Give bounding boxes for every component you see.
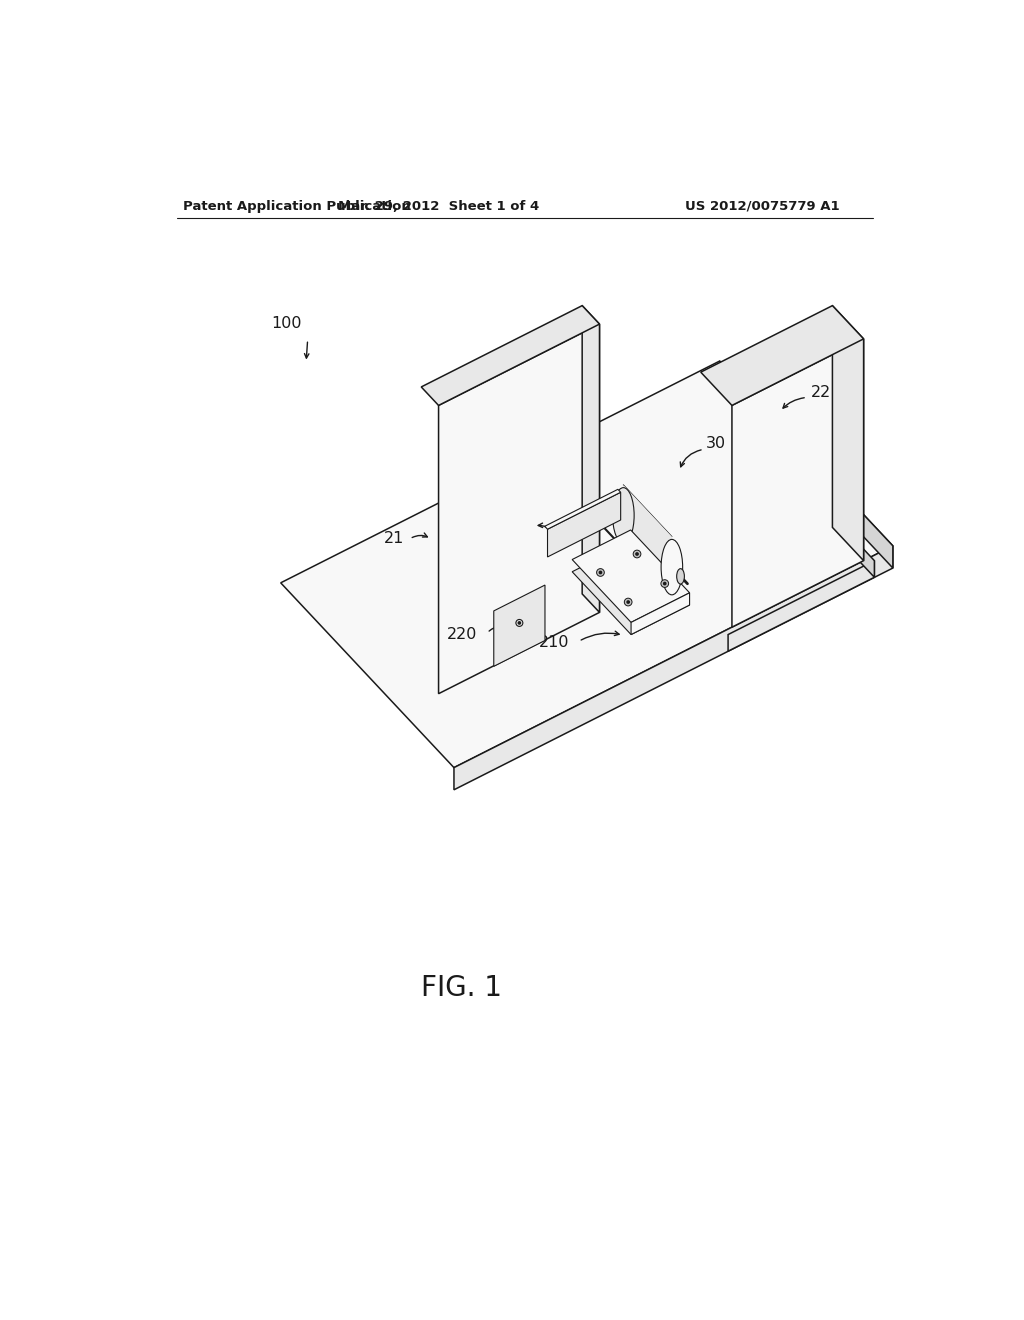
Polygon shape (494, 585, 545, 667)
Polygon shape (545, 490, 621, 529)
Polygon shape (454, 546, 893, 789)
Circle shape (599, 572, 602, 574)
Text: FIG. 1: FIG. 1 (421, 974, 502, 1002)
Text: 22: 22 (811, 384, 831, 400)
Text: 30: 30 (707, 437, 726, 451)
Ellipse shape (677, 569, 684, 583)
Polygon shape (732, 339, 863, 627)
Text: 10: 10 (557, 529, 578, 545)
Circle shape (597, 569, 604, 577)
Text: 21: 21 (384, 532, 404, 546)
Circle shape (636, 553, 638, 556)
Polygon shape (631, 593, 689, 635)
Polygon shape (572, 543, 689, 635)
Polygon shape (281, 362, 893, 768)
Circle shape (633, 550, 641, 558)
Polygon shape (700, 306, 863, 405)
Text: Mar. 29, 2012  Sheet 1 of 4: Mar. 29, 2012 Sheet 1 of 4 (338, 199, 540, 213)
Polygon shape (833, 306, 863, 561)
Polygon shape (720, 362, 893, 568)
Text: 100: 100 (271, 317, 302, 331)
Polygon shape (624, 484, 672, 598)
Text: Patent Application Publication: Patent Application Publication (183, 199, 411, 213)
Text: US 2012/0075779 A1: US 2012/0075779 A1 (685, 199, 840, 213)
Polygon shape (837, 520, 874, 577)
Polygon shape (572, 529, 689, 622)
Circle shape (664, 582, 666, 585)
Circle shape (625, 598, 632, 606)
Polygon shape (728, 561, 874, 651)
Ellipse shape (612, 487, 634, 543)
Text: 210: 210 (539, 635, 569, 651)
Polygon shape (548, 492, 621, 557)
Circle shape (660, 579, 669, 587)
Polygon shape (438, 325, 599, 694)
Text: 220: 220 (446, 627, 477, 642)
Circle shape (627, 601, 630, 603)
Polygon shape (583, 306, 599, 612)
Polygon shape (421, 306, 599, 405)
Circle shape (518, 622, 520, 624)
Ellipse shape (662, 540, 683, 595)
